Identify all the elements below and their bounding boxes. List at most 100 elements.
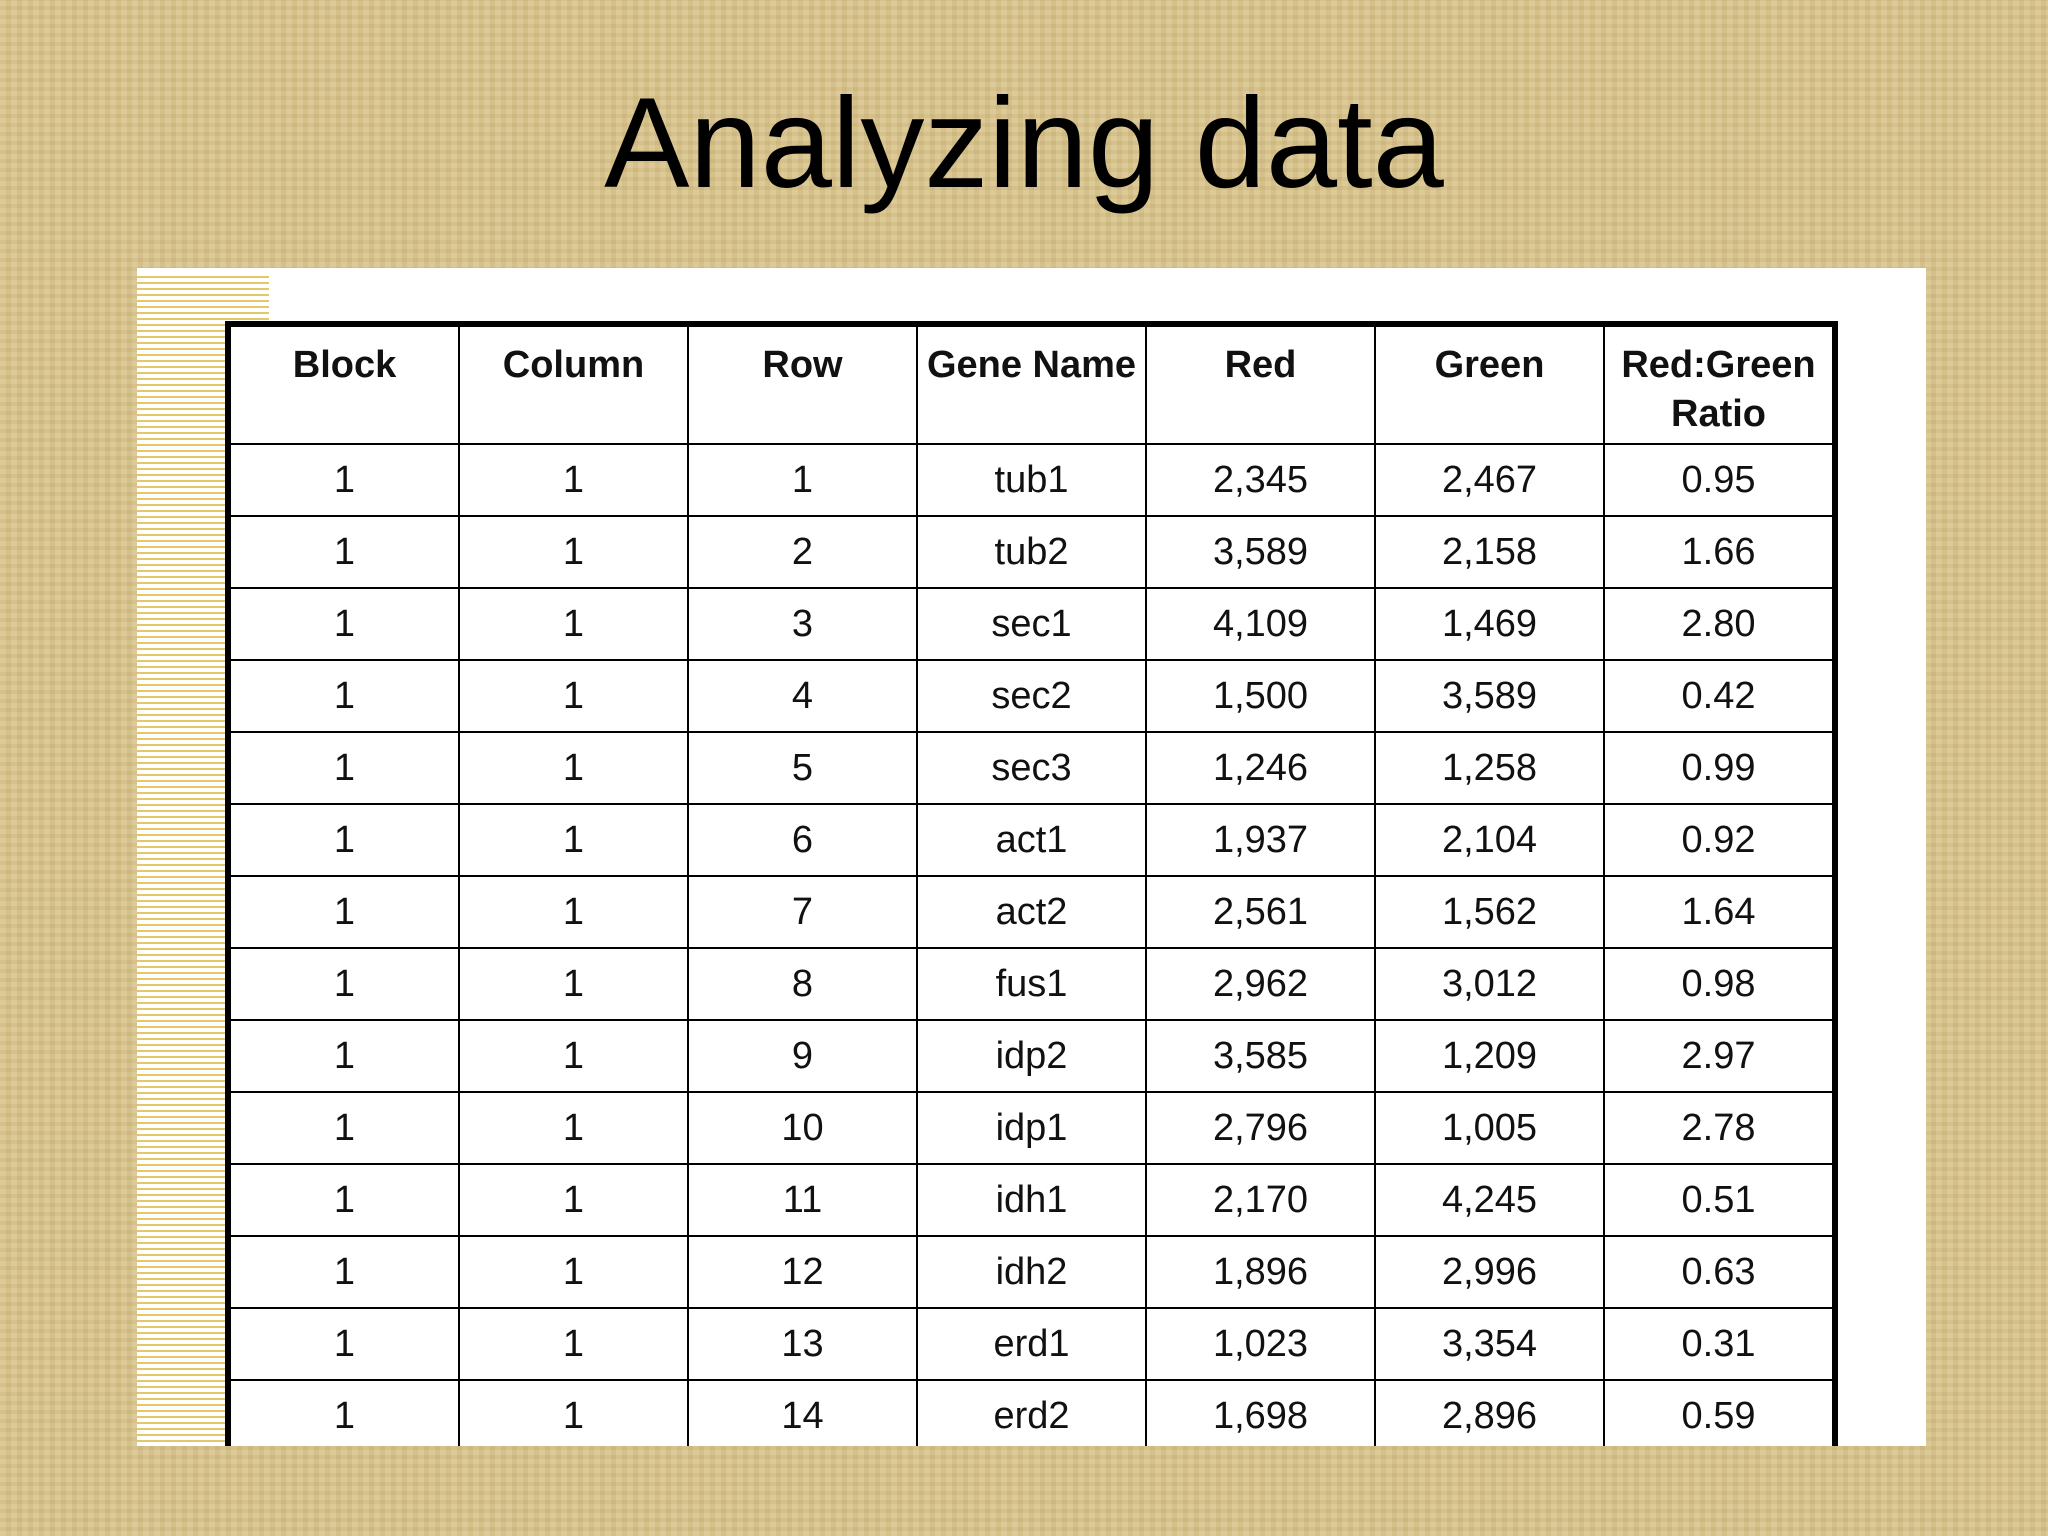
- table-row: 1 1 12 idh2 1,896 2,996 0.63: [227, 1235, 1836, 1309]
- table-cell: 1,023: [1145, 1307, 1376, 1381]
- column-header: Red:Green Ratio: [1603, 323, 1836, 445]
- table-cell: 1: [458, 1019, 689, 1093]
- table-cell: 1: [227, 1163, 460, 1237]
- table-row: 1 1 6 act1 1,937 2,104 0.92: [227, 803, 1836, 877]
- table-cell: 2,158: [1374, 515, 1605, 589]
- table-cell: 1: [227, 515, 460, 589]
- table-cell: 2.97: [1603, 1019, 1836, 1093]
- table-cell: 9: [687, 1019, 918, 1093]
- table-cell: 0.31: [1603, 1307, 1836, 1381]
- table-cell: tub1: [916, 443, 1147, 517]
- table-cell: 2,996: [1374, 1235, 1605, 1309]
- column-header: Block: [227, 323, 460, 445]
- table-cell: 4,109: [1145, 587, 1376, 661]
- table-row: 1 1 3 sec1 4,109 1,469 2.80: [227, 587, 1836, 661]
- table-cell: 1,209: [1374, 1019, 1605, 1093]
- column-header: Red: [1145, 323, 1376, 445]
- table-cell: 0.95: [1603, 443, 1836, 517]
- table-cell: 12: [687, 1235, 918, 1309]
- table-row: 1 1 14 erd2 1,698 2,896 0.59: [227, 1379, 1836, 1446]
- table-cell: 1: [227, 587, 460, 661]
- table-cell: act2: [916, 875, 1147, 949]
- table-row: 1 1 10 idp1 2,796 1,005 2.78: [227, 1091, 1836, 1165]
- table-cell: 0.99: [1603, 731, 1836, 805]
- table-cell: 1: [458, 1235, 689, 1309]
- table-cell: 1,246: [1145, 731, 1376, 805]
- table-cell: 3,354: [1374, 1307, 1605, 1381]
- table-row: 1 1 1 tub1 2,345 2,467 0.95: [227, 443, 1836, 517]
- table-row: 1 1 13 erd1 1,023 3,354 0.31: [227, 1307, 1836, 1381]
- table-cell: 1: [458, 1379, 689, 1446]
- column-header: Gene Name: [916, 323, 1147, 445]
- table-panel: Block Column Row Gene Name Red Green Red:Green…: [137, 268, 1926, 1446]
- table-cell: 3,589: [1145, 515, 1376, 589]
- table-cell: 1: [458, 1307, 689, 1381]
- table-cell: 0.42: [1603, 659, 1836, 733]
- table-row: 1 1 8 fus1 2,962 3,012 0.98: [227, 947, 1836, 1021]
- table-cell: 2,104: [1374, 803, 1605, 877]
- table-cell: 1: [458, 947, 689, 1021]
- table-cell: 2.78: [1603, 1091, 1836, 1165]
- table-cell: 1: [227, 803, 460, 877]
- table-row: 1 1 7 act2 2,561 1,562 1.64: [227, 875, 1836, 949]
- table-cell: 2,170: [1145, 1163, 1376, 1237]
- table-cell: 1: [458, 659, 689, 733]
- table-cell: 1: [458, 1163, 689, 1237]
- table-cell: 1: [227, 947, 460, 1021]
- table-cell: 1,937: [1145, 803, 1376, 877]
- table-cell: erd1: [916, 1307, 1147, 1381]
- table-cell: 1,698: [1145, 1379, 1376, 1446]
- table-cell: 4,245: [1374, 1163, 1605, 1237]
- table-cell: 0.98: [1603, 947, 1836, 1021]
- table-cell: sec2: [916, 659, 1147, 733]
- table-cell: 1: [227, 1091, 460, 1165]
- table-cell: 1: [227, 1307, 460, 1381]
- table-cell: 1,500: [1145, 659, 1376, 733]
- table-cell: 0.63: [1603, 1235, 1836, 1309]
- table-cell: 4: [687, 659, 918, 733]
- table-row: 1 1 9 idp2 3,585 1,209 2.97: [227, 1019, 1836, 1093]
- table-cell: 1: [458, 587, 689, 661]
- table-cell: idh2: [916, 1235, 1147, 1309]
- table-cell: 1: [227, 443, 460, 517]
- table-cell: 2,962: [1145, 947, 1376, 1021]
- table-cell: 1: [687, 443, 918, 517]
- table-cell: 14: [687, 1379, 918, 1446]
- table-cell: 1: [458, 803, 689, 877]
- table-cell: sec1: [916, 587, 1147, 661]
- table-cell: 1,469: [1374, 587, 1605, 661]
- table-cell: 1: [227, 875, 460, 949]
- table-cell: 2,896: [1374, 1379, 1605, 1446]
- table-cell: 2,467: [1374, 443, 1605, 517]
- table-cell: 2: [687, 515, 918, 589]
- table-cell: 0.59: [1603, 1379, 1836, 1446]
- table-cell: 1.64: [1603, 875, 1836, 949]
- table-cell: idp1: [916, 1091, 1147, 1165]
- table-cell: 1: [458, 731, 689, 805]
- table-cell: 0.92: [1603, 803, 1836, 877]
- table-cell: 6: [687, 803, 918, 877]
- table-cell: 1: [458, 1091, 689, 1165]
- table-cell: 1: [227, 1235, 460, 1309]
- table-cell: 3,589: [1374, 659, 1605, 733]
- table-cell: 1: [227, 659, 460, 733]
- table-cell: 2,796: [1145, 1091, 1376, 1165]
- table-cell: 3,012: [1374, 947, 1605, 1021]
- table-cell: 1,896: [1145, 1235, 1376, 1309]
- column-header: Column: [458, 323, 689, 445]
- table-cell: 13: [687, 1307, 918, 1381]
- table-row: 1 1 5 sec3 1,246 1,258 0.99: [227, 731, 1836, 805]
- table-cell: 2.80: [1603, 587, 1836, 661]
- column-header: Row: [687, 323, 918, 445]
- table-row: 1 1 2 tub2 3,589 2,158 1.66: [227, 515, 1836, 589]
- table-cell: 1: [227, 1019, 460, 1093]
- table-row: 1 1 4 sec2 1,500 3,589 0.42: [227, 659, 1836, 733]
- table-cell: 1: [458, 443, 689, 517]
- column-header: Green: [1374, 323, 1605, 445]
- table-cell: 7: [687, 875, 918, 949]
- slide-title: Analyzing data: [604, 72, 1444, 215]
- table-cell: 1,005: [1374, 1091, 1605, 1165]
- table-cell: 11: [687, 1163, 918, 1237]
- table-cell: tub2: [916, 515, 1147, 589]
